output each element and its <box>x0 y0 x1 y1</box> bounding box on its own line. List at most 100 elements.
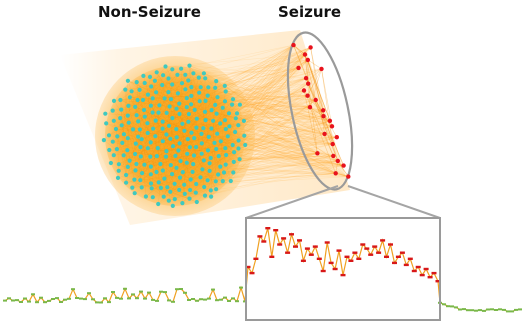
trace-normal-marker <box>199 298 203 300</box>
non-seizure-point <box>135 80 139 84</box>
trace-seizure-marker <box>380 239 385 241</box>
trace-seizure-marker <box>424 268 429 270</box>
non-seizure-point <box>138 178 142 182</box>
trace-normal-marker <box>510 310 514 312</box>
non-seizure-point <box>140 171 144 175</box>
non-seizure-point <box>154 119 158 123</box>
non-seizure-point <box>185 105 189 109</box>
trace-seizure-marker <box>337 249 342 251</box>
non-seizure-point <box>168 137 172 141</box>
non-seizure-point <box>189 94 193 98</box>
seizure-point <box>291 43 295 47</box>
non-seizure-point <box>170 116 174 120</box>
non-seizure-point <box>170 82 174 86</box>
trace-normal-marker <box>75 297 79 299</box>
non-seizure-point <box>171 204 175 208</box>
non-seizure-point <box>166 76 170 80</box>
non-seizure-point <box>234 116 238 120</box>
trace-normal-marker <box>514 309 518 311</box>
non-seizure-point <box>162 177 166 181</box>
non-seizure-point <box>170 67 174 71</box>
non-seizure-point <box>136 119 140 123</box>
trace-normal-marker <box>219 299 223 301</box>
trace-normal-marker <box>147 292 151 294</box>
non-seizure-point <box>167 199 171 203</box>
trace-seizure-marker <box>396 256 401 258</box>
trace-seizure-marker <box>309 254 314 256</box>
non-seizure-label: Non-Seizure <box>98 3 201 21</box>
non-seizure-point <box>136 135 140 139</box>
non-seizure-point <box>231 143 235 147</box>
non-seizure-point <box>224 89 228 93</box>
non-seizure-point <box>156 111 160 115</box>
non-seizure-point <box>189 131 193 135</box>
non-seizure-point <box>154 170 158 174</box>
non-seizure-point <box>176 91 180 95</box>
non-seizure-point <box>161 127 165 131</box>
non-seizure-point <box>186 137 190 141</box>
non-seizure-point <box>163 64 167 68</box>
non-seizure-point <box>204 118 208 122</box>
seizure-point <box>321 114 325 118</box>
trace-seizure-marker <box>428 276 433 278</box>
non-seizure-point <box>161 120 165 124</box>
non-seizure-point <box>202 185 206 189</box>
non-seizure-point <box>195 200 199 204</box>
trace-seizure-marker <box>432 272 437 274</box>
trace-normal-marker <box>19 301 23 303</box>
non-seizure-point <box>124 173 128 177</box>
non-seizure-point <box>194 145 198 149</box>
non-seizure-point <box>242 134 246 138</box>
trace-seizure-marker <box>376 252 381 254</box>
non-seizure-point <box>117 162 121 166</box>
trace-normal-marker <box>183 292 187 294</box>
trace-normal-marker <box>7 297 11 299</box>
non-seizure-point <box>141 74 145 78</box>
seizure-point <box>336 159 340 163</box>
non-seizure-point <box>212 141 216 145</box>
non-seizure-point <box>209 195 213 199</box>
non-seizure-point <box>183 87 187 91</box>
non-seizure-point <box>213 103 217 107</box>
non-seizure-point <box>224 153 228 157</box>
non-seizure-point <box>164 132 168 136</box>
non-seizure-point <box>185 161 189 165</box>
non-seizure-point <box>195 117 199 121</box>
seizure-point <box>308 45 312 49</box>
trace-seizure-marker <box>372 245 377 247</box>
non-seizure-point <box>156 202 160 206</box>
non-seizure-point <box>169 163 173 167</box>
seizure-point <box>331 154 335 158</box>
non-seizure-point <box>182 129 186 133</box>
non-seizure-point <box>203 76 207 80</box>
trace-normal-marker <box>111 291 115 293</box>
non-seizure-point <box>191 170 195 174</box>
trace-seizure-marker <box>329 262 334 264</box>
non-seizure-point <box>209 156 213 160</box>
non-seizure-point <box>142 163 146 167</box>
trace-seizure-marker <box>384 256 389 258</box>
trace-seizure-marker <box>341 274 346 276</box>
trace-normal-marker <box>151 299 155 301</box>
non-seizure-point <box>154 90 158 94</box>
non-seizure-point <box>229 179 233 183</box>
trace-normal-marker <box>502 309 506 311</box>
non-seizure-point <box>183 192 187 196</box>
seizure-point <box>314 98 318 102</box>
trace-normal-marker <box>63 299 67 301</box>
non-seizure-point <box>206 148 210 152</box>
non-seizure-point <box>123 88 127 92</box>
trace-seizure-marker <box>253 258 258 260</box>
non-seizure-point <box>122 132 126 136</box>
trace-normal-marker <box>127 297 131 299</box>
trace-seizure-marker <box>289 233 294 235</box>
non-seizure-point <box>115 134 119 138</box>
non-seizure-point <box>221 179 225 183</box>
non-seizure-point <box>148 155 152 159</box>
non-seizure-point <box>138 145 142 149</box>
non-seizure-point <box>175 73 179 77</box>
trace-normal-marker <box>23 298 27 300</box>
trace-seizure-marker <box>325 241 330 243</box>
non-seizure-point <box>237 138 241 142</box>
non-seizure-point <box>168 190 172 194</box>
